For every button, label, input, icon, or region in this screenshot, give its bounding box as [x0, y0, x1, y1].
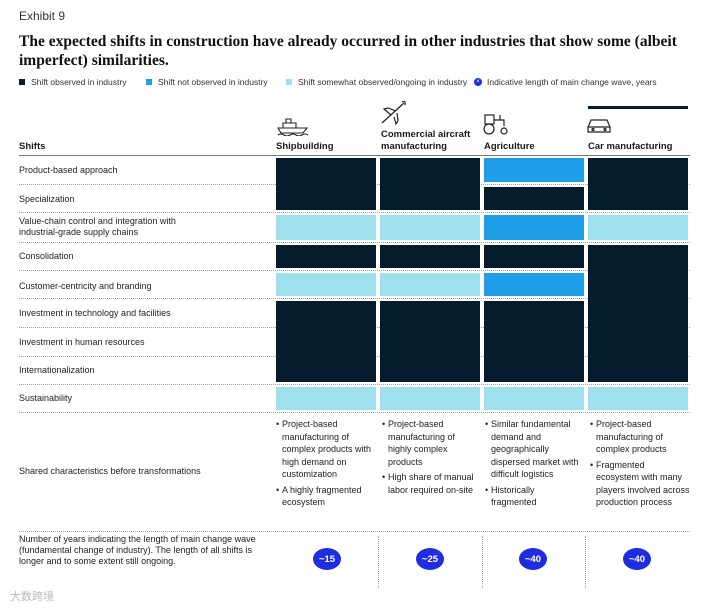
- tractor-icon: [483, 114, 508, 135]
- column-divider: [585, 536, 586, 588]
- shared-item: Fragmented ecosystem with many players i…: [590, 459, 690, 509]
- car-column-accent: [588, 106, 688, 109]
- legend-somewhat: Shift somewhat observed/ongoing in indus…: [286, 77, 467, 87]
- status-cell-somewhat: [276, 387, 376, 410]
- legend: Shift observed in industry Shift not obs…: [19, 77, 709, 91]
- airplane-icon: [381, 100, 406, 126]
- status-cell-observed: [484, 187, 584, 210]
- status-cell-observed: [276, 245, 376, 268]
- status-cell-observed: [380, 158, 480, 210]
- row-label-specialization: Specialization: [19, 194, 75, 204]
- row-divider: [19, 270, 690, 271]
- row-divider: [19, 531, 690, 532]
- legend-swatch-not-observed: [146, 79, 152, 85]
- shared-item: Project-based manufacturing of complex p…: [590, 418, 690, 456]
- shared-item: Historically fragmented: [485, 484, 582, 509]
- car-icon: [587, 119, 611, 133]
- shared-label: Shared characteristics before transforma…: [19, 466, 201, 476]
- legend-label-not-observed: Shift not observed in industry: [158, 77, 268, 87]
- status-cell-somewhat: [380, 273, 480, 296]
- shared-car: Project-based manufacturing of complex p…: [590, 418, 690, 512]
- legend-label-somewhat: Shift somewhat observed/ongoing in indus…: [298, 77, 468, 87]
- status-cell-somewhat: [380, 387, 480, 410]
- wave-badge-agriculture: ~40: [519, 548, 547, 570]
- shared-shipbuilding: Project-based manufacturing of complex p…: [276, 418, 374, 512]
- status-cell-somewhat: [484, 387, 584, 410]
- column-divider: [482, 536, 483, 588]
- row-label-internationalization: Internationalization: [19, 365, 95, 375]
- status-cell-observed: [484, 245, 584, 268]
- legend-swatch-observed: [19, 79, 25, 85]
- column-header-aircraft: Commercial aircraft manufacturing: [381, 129, 471, 152]
- status-cell-somewhat: [276, 215, 376, 240]
- wave-badge-shipbuilding: ~15: [313, 548, 341, 570]
- row-label-technology: Investment in technology and facilities: [19, 308, 171, 318]
- status-cell-not-observed: [484, 273, 584, 296]
- shared-agriculture: Similar fundamental demand and geographi…: [485, 418, 582, 512]
- status-cell-observed: [484, 301, 584, 382]
- legend-label-observed: Shift observed in industry: [31, 77, 127, 87]
- status-cell-observed: [588, 158, 688, 210]
- wave-badge-car: ~40: [623, 548, 651, 570]
- shared-item: A highly fragmented ecosystem: [276, 484, 374, 509]
- row-label-value-chain: Value-chain control and integration with…: [19, 216, 176, 237]
- legend-wave: × Indicative length of main change wave,…: [474, 77, 657, 87]
- status-cell-not-observed: [484, 215, 584, 240]
- row-divider: [19, 384, 690, 385]
- shared-item: Similar fundamental demand and geographi…: [485, 418, 582, 481]
- status-cell-observed: [276, 301, 376, 382]
- row-divider: [19, 412, 690, 413]
- shared-aircraft: Project-based manufacturing of highly co…: [382, 418, 478, 499]
- row-divider: [19, 298, 690, 299]
- status-cell-observed: [380, 301, 480, 382]
- shared-item: High share of manual labor required on-s…: [382, 471, 478, 496]
- status-cell-somewhat: [588, 215, 688, 240]
- legend-label-wave: Indicative length of main change wave, y…: [487, 77, 657, 87]
- status-cell-somewhat: [588, 387, 688, 410]
- shifts-header: Shifts: [19, 141, 46, 152]
- years-label: Number of years indicating the length of…: [19, 534, 256, 566]
- shared-item: Project-based manufacturing of complex p…: [276, 418, 374, 481]
- wave-badge-aircraft: ~25: [416, 548, 444, 570]
- column-header-agriculture: Agriculture: [484, 141, 535, 152]
- status-cell-observed: [588, 245, 688, 382]
- ship-icon: [277, 118, 309, 136]
- row-label-human-resources: Investment in human resources: [19, 337, 145, 347]
- status-cell-not-observed: [484, 158, 584, 182]
- column-divider: [378, 536, 379, 588]
- x-dot-icon: ×: [474, 78, 482, 86]
- status-cell-observed: [276, 158, 376, 210]
- chart-title: The expected shifts in construction have…: [19, 33, 677, 69]
- legend-swatch-somewhat: [286, 79, 292, 85]
- header-rule: [19, 155, 690, 156]
- legend-not-observed: Shift not observed in industry: [146, 77, 268, 87]
- shared-item: Project-based manufacturing of highly co…: [382, 418, 478, 468]
- row-divider: [19, 242, 690, 243]
- status-cell-observed: [380, 245, 480, 268]
- exhibit-label: Exhibit 9: [19, 9, 66, 23]
- column-header-car: Car manufacturing: [588, 141, 673, 152]
- row-label-product-based: Product-based approach: [19, 165, 118, 175]
- column-header-shipbuilding: Shipbuilding: [276, 141, 334, 152]
- row-label-customer-centricity: Customer-centricity and branding: [19, 281, 152, 291]
- row-label-sustainability: Sustainability: [19, 393, 73, 403]
- status-cell-somewhat: [276, 273, 376, 296]
- watermark: 大数跨境: [10, 591, 54, 603]
- row-divider: [19, 212, 690, 213]
- legend-observed: Shift observed in industry: [19, 77, 126, 87]
- status-cell-somewhat: [380, 215, 480, 240]
- row-label-consolidation: Consolidation: [19, 251, 74, 261]
